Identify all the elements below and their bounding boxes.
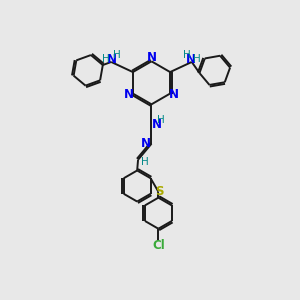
Text: H: H	[113, 50, 121, 59]
Text: N: N	[146, 51, 157, 64]
Text: N: N	[152, 118, 162, 131]
Text: N: N	[124, 88, 134, 101]
Text: N: N	[169, 88, 179, 101]
Text: H: H	[158, 115, 165, 125]
Text: S: S	[155, 185, 164, 198]
Text: H: H	[182, 50, 190, 59]
Text: N: N	[186, 53, 196, 66]
Text: N: N	[141, 137, 151, 150]
Text: N: N	[107, 53, 117, 66]
Text: H: H	[141, 157, 148, 167]
Text: Cl: Cl	[152, 239, 165, 252]
Text: H: H	[193, 54, 201, 64]
Text: H: H	[102, 54, 110, 64]
